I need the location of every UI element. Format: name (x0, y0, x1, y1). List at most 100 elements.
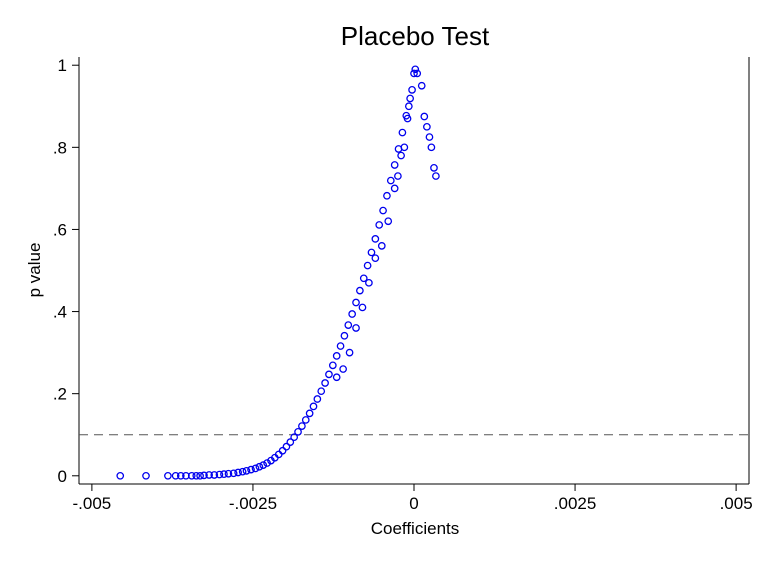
data-point (430, 164, 438, 172)
data-point (282, 442, 291, 451)
data-point (394, 172, 402, 180)
data-point (345, 348, 354, 357)
plot-frame (78, 57, 750, 485)
data-point (164, 471, 172, 480)
data-point (301, 416, 310, 424)
data-point (367, 248, 376, 257)
data-point (390, 161, 399, 169)
data-point (220, 470, 228, 478)
data-point (365, 278, 373, 287)
y-tick-label: .8 (53, 138, 67, 157)
data-point (251, 464, 260, 473)
x-ticks: -.005 -.0025 0 .0025 .005 (73, 484, 753, 513)
x-tick-label: .0025 (554, 494, 597, 513)
data-point (336, 342, 345, 350)
data-point (352, 324, 360, 332)
data-point (286, 438, 295, 446)
data-point (294, 428, 302, 436)
data-point (325, 370, 333, 379)
data-point (142, 471, 150, 480)
data-point (348, 310, 357, 318)
data-point (398, 128, 407, 137)
data-point (411, 65, 420, 74)
data-point (425, 133, 434, 141)
data-point (352, 298, 360, 307)
data-point (309, 402, 318, 411)
data-point (224, 469, 233, 478)
data-point (377, 242, 386, 250)
data-point (205, 471, 213, 479)
data-point (290, 433, 299, 442)
data-point (242, 467, 251, 475)
data-point (363, 261, 372, 270)
data-point (397, 151, 405, 160)
data-point (215, 470, 224, 479)
data-point (255, 462, 264, 471)
data-point (423, 122, 431, 131)
data-point (340, 331, 349, 340)
data-point (390, 184, 399, 193)
y-tick-label: .6 (53, 220, 67, 239)
data-point (328, 361, 337, 370)
data-point (344, 321, 353, 329)
data-point (432, 172, 440, 180)
data-point (359, 274, 368, 283)
data-point (229, 469, 238, 478)
y-tick-label: 1 (58, 56, 67, 75)
data-point (379, 206, 387, 215)
data-point (116, 471, 125, 480)
data-point (358, 303, 367, 312)
data-point (187, 471, 196, 480)
data-point (420, 112, 429, 121)
data-point (375, 221, 384, 229)
data-point (332, 352, 341, 360)
data-point (192, 471, 201, 480)
data-point (427, 143, 436, 152)
data-point (403, 114, 412, 123)
data-point (259, 461, 268, 469)
data-point (196, 471, 204, 480)
chart-title: Placebo Test (341, 21, 490, 51)
x-tick-label: -.0025 (229, 494, 277, 513)
data-point (400, 143, 409, 152)
x-tick-label: -.005 (73, 494, 112, 513)
data-point (210, 471, 219, 479)
data-point (332, 373, 341, 382)
data-point (234, 468, 242, 477)
y-tick-label: .2 (53, 385, 67, 404)
data-point (404, 102, 413, 111)
data-point (383, 191, 391, 200)
data-point (413, 69, 422, 78)
y-axis-label: p value (25, 243, 44, 298)
data-point (238, 467, 247, 476)
data-point (200, 471, 208, 480)
data-point (417, 81, 426, 90)
data-point (278, 446, 287, 455)
data-point (321, 379, 329, 387)
data-point (171, 471, 180, 480)
x-tick-label: 0 (409, 494, 418, 513)
data-point (305, 409, 314, 418)
data-point (371, 254, 380, 263)
x-tick-label: .005 (720, 494, 753, 513)
data-point (406, 94, 414, 103)
data-point (263, 459, 271, 467)
data-point (384, 217, 393, 226)
data-point (410, 69, 418, 78)
y-ticks: 0 .2 .4 .6 .8 1 (53, 56, 79, 486)
y-tick-label: .4 (53, 303, 67, 322)
data-point (247, 465, 255, 474)
data-point (386, 176, 395, 185)
data-point (298, 422, 306, 430)
data-point (339, 365, 347, 373)
data-point (317, 387, 326, 396)
data-point (356, 286, 364, 295)
data-points (116, 65, 440, 480)
data-point (371, 235, 380, 243)
data-point (408, 85, 416, 94)
y-tick-label: 0 (58, 467, 67, 486)
data-point (176, 471, 185, 480)
data-point (313, 395, 322, 403)
x-axis-label: Coefficients (371, 519, 460, 538)
